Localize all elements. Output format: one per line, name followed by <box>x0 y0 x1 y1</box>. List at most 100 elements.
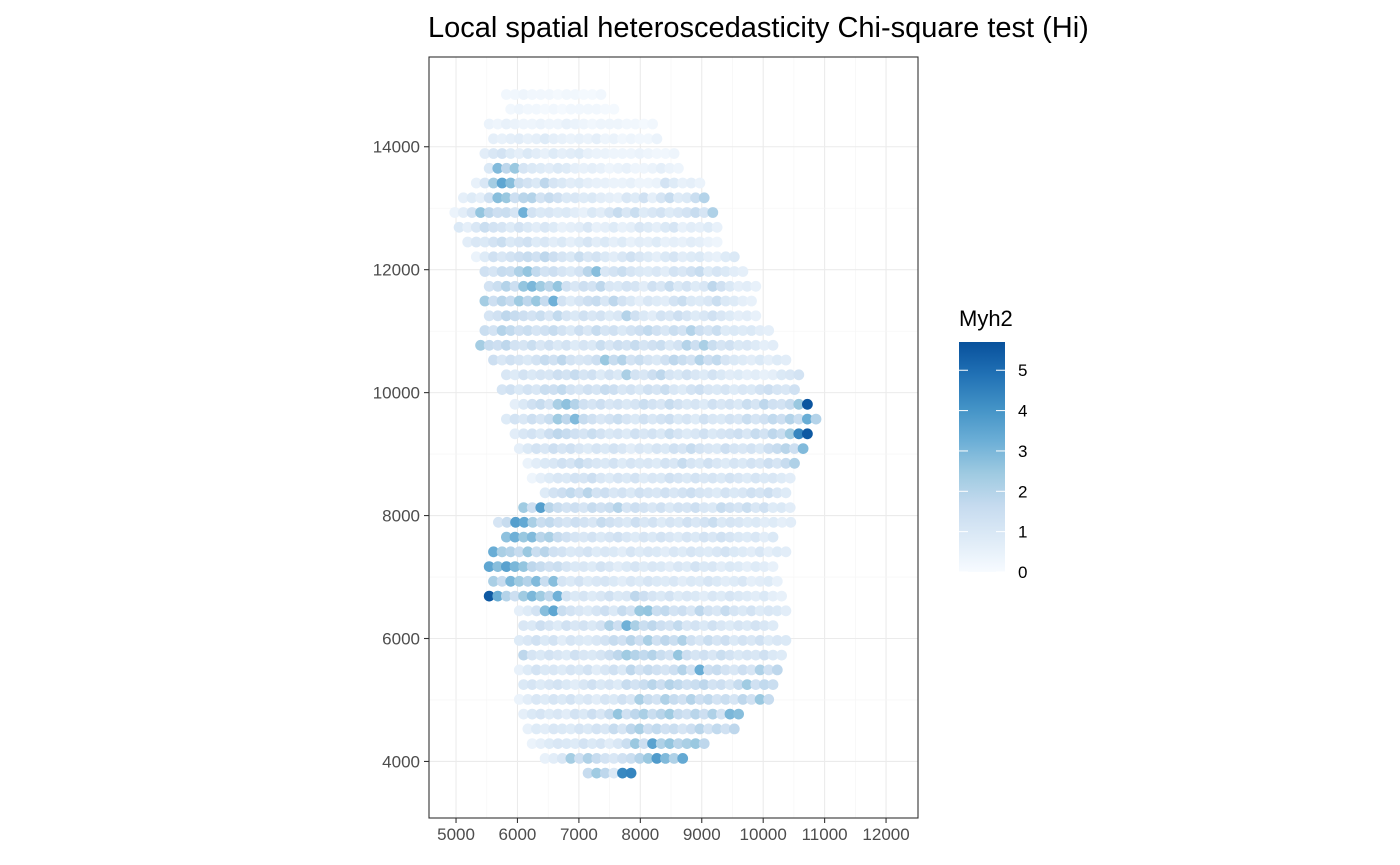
data-point <box>724 413 736 425</box>
data-point <box>612 561 624 572</box>
data-point <box>522 103 534 115</box>
data-point <box>509 428 521 440</box>
data-point <box>634 325 646 336</box>
data-point <box>544 118 555 130</box>
data-point <box>556 694 568 705</box>
data-point <box>737 295 749 307</box>
data-point <box>746 443 757 454</box>
data-point <box>681 369 693 381</box>
data-point <box>531 664 542 676</box>
data-point <box>522 177 534 189</box>
data-point <box>621 280 633 292</box>
data-point <box>668 236 680 248</box>
data-point <box>561 280 572 292</box>
data-point <box>682 516 693 528</box>
data-point <box>668 753 680 764</box>
data-point <box>784 413 796 425</box>
data-point <box>552 502 564 513</box>
data-point <box>634 546 646 558</box>
data-point <box>660 664 671 676</box>
data-point <box>483 162 495 174</box>
data-point <box>552 369 564 381</box>
data-point <box>741 369 753 381</box>
data-point <box>587 679 598 690</box>
data-point <box>621 339 633 351</box>
legend-colorbar <box>959 342 1005 572</box>
data-point <box>513 694 525 705</box>
data-point <box>561 118 572 130</box>
data-point <box>651 487 663 499</box>
data-point <box>574 295 585 307</box>
data-point <box>737 664 749 676</box>
data-point <box>518 590 529 602</box>
data-point <box>608 325 620 336</box>
data-point <box>746 384 757 395</box>
data-point <box>685 723 697 735</box>
data-point <box>565 384 577 395</box>
data-point <box>479 236 491 248</box>
data-point <box>621 162 633 174</box>
data-point <box>750 472 762 484</box>
data-point <box>673 531 684 543</box>
data-point <box>591 443 603 454</box>
data-point <box>612 620 624 631</box>
data-point <box>522 694 534 705</box>
data-point <box>539 384 551 395</box>
data-point <box>604 590 615 602</box>
data-point <box>668 546 680 558</box>
data-point <box>582 443 594 454</box>
data-point <box>707 590 719 602</box>
data-point <box>630 310 641 322</box>
data-point <box>655 310 667 322</box>
data-point <box>694 221 706 233</box>
data-point <box>569 89 581 100</box>
data-point <box>642 384 654 395</box>
data-point <box>513 384 525 395</box>
data-point <box>647 649 658 661</box>
data-point <box>720 487 732 499</box>
data-point <box>526 738 538 749</box>
data-point <box>496 295 508 307</box>
data-point <box>703 443 714 454</box>
data-point <box>556 133 568 145</box>
data-point <box>660 177 671 189</box>
legend-tick-label: 1 <box>1018 523 1027 542</box>
data-point <box>612 162 624 174</box>
data-point <box>698 620 710 631</box>
data-point <box>690 738 701 749</box>
data-point <box>617 354 628 366</box>
data-point <box>561 516 573 528</box>
data-point <box>625 325 637 336</box>
data-point <box>501 369 512 381</box>
data-point <box>599 221 611 233</box>
data-point <box>518 428 529 440</box>
data-point <box>552 89 564 100</box>
data-point <box>655 531 667 543</box>
data-point <box>595 679 607 690</box>
data-point <box>561 708 572 720</box>
data-point <box>569 192 581 204</box>
data-point <box>565 575 577 587</box>
data-point <box>741 679 753 690</box>
data-point <box>625 694 637 705</box>
data-point <box>621 310 633 322</box>
data-point <box>574 148 585 159</box>
data-point <box>621 502 633 513</box>
data-point <box>612 472 624 484</box>
data-point <box>750 531 762 543</box>
data-point <box>767 428 779 440</box>
data-point <box>591 325 603 336</box>
data-point <box>591 295 603 307</box>
data-point <box>685 236 697 248</box>
data-point <box>599 266 611 277</box>
data-point <box>771 664 783 676</box>
data-point <box>604 531 615 543</box>
data-point <box>802 398 813 410</box>
data-point <box>599 251 611 263</box>
data-point <box>668 384 680 395</box>
data-point <box>634 221 646 233</box>
data-point <box>716 339 727 351</box>
data-point <box>728 664 740 676</box>
data-point <box>531 575 542 587</box>
data-point <box>698 280 710 292</box>
